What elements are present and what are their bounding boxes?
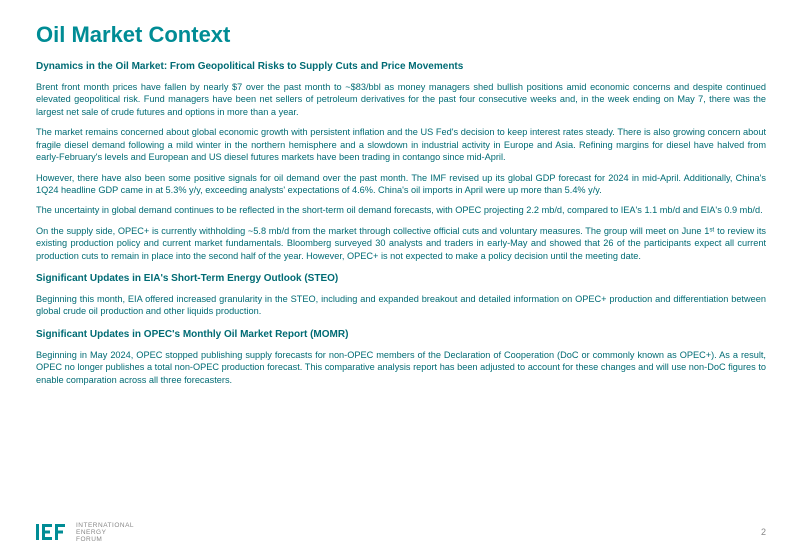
section-eia-steo: Significant Updates in EIA's Short-Term … — [36, 272, 766, 318]
section-heading: Significant Updates in EIA's Short-Term … — [36, 272, 766, 285]
section-opec-momr: Significant Updates in OPEC's Monthly Oi… — [36, 328, 766, 386]
ief-logo-icon — [36, 522, 70, 542]
body-paragraph: The market remains concerned about globa… — [36, 126, 766, 163]
page-number: 2 — [761, 527, 766, 537]
body-paragraph: On the supply side, OPEC+ is currently w… — [36, 225, 766, 262]
section-dynamics: Dynamics in the Oil Market: From Geopoli… — [36, 60, 766, 262]
document-page: Oil Market Context Dynamics in the Oil M… — [0, 0, 802, 386]
body-paragraph: However, there have also been some posit… — [36, 172, 766, 197]
page-title: Oil Market Context — [36, 22, 766, 48]
section-heading: Significant Updates in OPEC's Monthly Oi… — [36, 328, 766, 341]
logo-line: INTERNATIONAL — [76, 522, 134, 529]
body-paragraph: Beginning this month, EIA offered increa… — [36, 293, 766, 318]
ief-logo-text: INTERNATIONAL ENERGY FORUM — [76, 522, 134, 543]
logo-line: FORUM — [76, 536, 134, 543]
body-paragraph: The uncertainty in global demand continu… — [36, 204, 766, 216]
body-paragraph: Beginning in May 2024, OPEC stopped publ… — [36, 349, 766, 386]
section-heading: Dynamics in the Oil Market: From Geopoli… — [36, 60, 766, 73]
logo-line: ENERGY — [76, 529, 134, 536]
page-footer: INTERNATIONAL ENERGY FORUM 2 — [36, 522, 766, 543]
ief-logo: INTERNATIONAL ENERGY FORUM — [36, 522, 134, 543]
body-paragraph: Brent front month prices have fallen by … — [36, 81, 766, 118]
